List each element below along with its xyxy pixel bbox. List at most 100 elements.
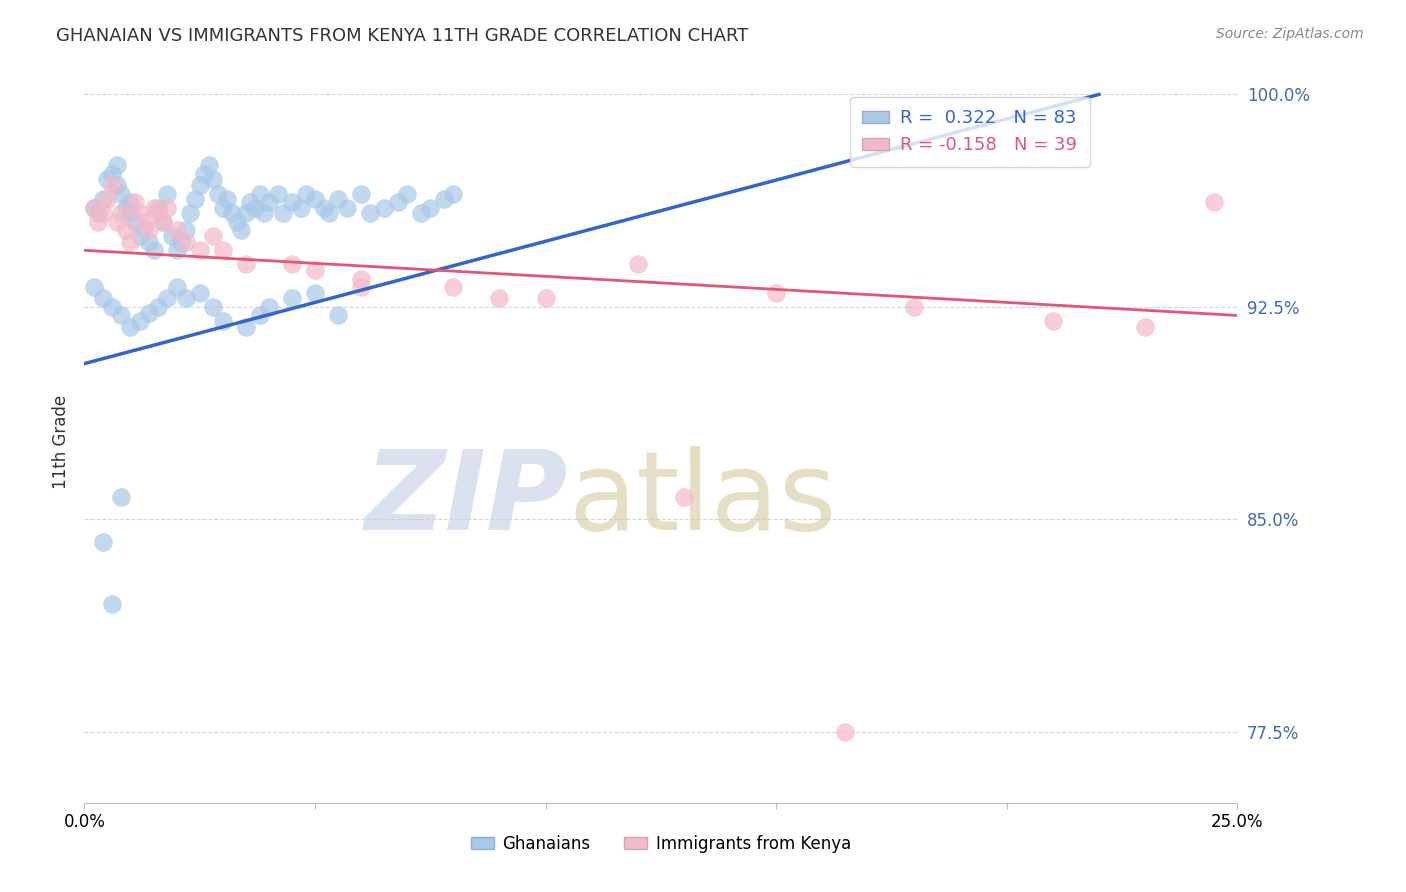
Point — [534, 292, 557, 306]
Point — [124, 215, 146, 229]
Point — [672, 490, 695, 504]
Point — [231, 223, 253, 237]
Point — [128, 314, 150, 328]
Point — [170, 235, 193, 249]
Point — [326, 309, 349, 323]
Point — [225, 215, 247, 229]
Point — [146, 206, 169, 220]
Point — [156, 186, 179, 201]
Point — [87, 215, 110, 229]
Point — [419, 201, 441, 215]
Point — [142, 244, 165, 258]
Point — [304, 192, 326, 206]
Point — [120, 319, 142, 334]
Point — [257, 300, 280, 314]
Point — [211, 201, 233, 215]
Point — [101, 178, 124, 193]
Point — [217, 192, 239, 206]
Point — [207, 186, 229, 201]
Point — [198, 158, 221, 172]
Point — [134, 220, 156, 235]
Point — [134, 215, 156, 229]
Point — [142, 201, 165, 215]
Point — [318, 206, 340, 220]
Point — [156, 201, 179, 215]
Point — [174, 292, 197, 306]
Point — [146, 201, 169, 215]
Point — [105, 178, 128, 193]
Point — [765, 285, 787, 300]
Point — [115, 201, 138, 215]
Point — [83, 201, 105, 215]
Text: GHANAIAN VS IMMIGRANTS FROM KENYA 11TH GRADE CORRELATION CHART: GHANAIAN VS IMMIGRANTS FROM KENYA 11TH G… — [56, 27, 748, 45]
Point — [903, 300, 925, 314]
Point — [105, 215, 128, 229]
Point — [202, 300, 225, 314]
Point — [350, 186, 373, 201]
Point — [304, 263, 326, 277]
Point — [96, 172, 118, 186]
Point — [174, 223, 197, 237]
Point — [290, 201, 312, 215]
Point — [152, 215, 174, 229]
Point — [253, 206, 276, 220]
Point — [128, 229, 150, 244]
Point — [160, 229, 183, 244]
Point — [174, 235, 197, 249]
Point — [120, 195, 142, 210]
Point — [235, 206, 257, 220]
Point — [396, 186, 419, 201]
Point — [281, 292, 304, 306]
Point — [120, 235, 142, 249]
Point — [101, 300, 124, 314]
Point — [184, 192, 207, 206]
Text: ZIP: ZIP — [366, 446, 568, 553]
Point — [166, 244, 188, 258]
Point — [91, 292, 114, 306]
Point — [373, 201, 395, 215]
Point — [221, 206, 243, 220]
Point — [96, 192, 118, 206]
Point — [188, 178, 211, 193]
Point — [124, 195, 146, 210]
Point — [304, 285, 326, 300]
Point — [1042, 314, 1064, 328]
Point — [110, 186, 132, 201]
Point — [441, 186, 464, 201]
Point — [110, 309, 132, 323]
Point — [83, 201, 105, 215]
Point — [110, 490, 132, 504]
Point — [359, 206, 381, 220]
Point — [166, 280, 188, 294]
Point — [488, 292, 510, 306]
Point — [1204, 195, 1226, 210]
Point — [91, 206, 114, 220]
Point — [101, 167, 124, 181]
Point — [834, 725, 856, 739]
Point — [239, 195, 262, 210]
Point — [138, 305, 160, 319]
Point — [249, 309, 271, 323]
Point — [202, 172, 225, 186]
Point — [627, 257, 650, 271]
Point — [271, 206, 294, 220]
Point — [138, 223, 160, 237]
Y-axis label: 11th Grade: 11th Grade — [52, 394, 70, 489]
Point — [166, 223, 188, 237]
Point — [202, 229, 225, 244]
Point — [1133, 319, 1156, 334]
Point — [336, 201, 359, 215]
Point — [115, 223, 138, 237]
Point — [326, 192, 349, 206]
Text: Source: ZipAtlas.com: Source: ZipAtlas.com — [1216, 27, 1364, 41]
Point — [314, 201, 336, 215]
Point — [128, 206, 150, 220]
Point — [235, 319, 257, 334]
Point — [211, 314, 233, 328]
Point — [294, 186, 316, 201]
Point — [83, 280, 105, 294]
Point — [193, 167, 215, 181]
Point — [235, 257, 257, 271]
Text: atlas: atlas — [568, 446, 837, 553]
Point — [387, 195, 409, 210]
